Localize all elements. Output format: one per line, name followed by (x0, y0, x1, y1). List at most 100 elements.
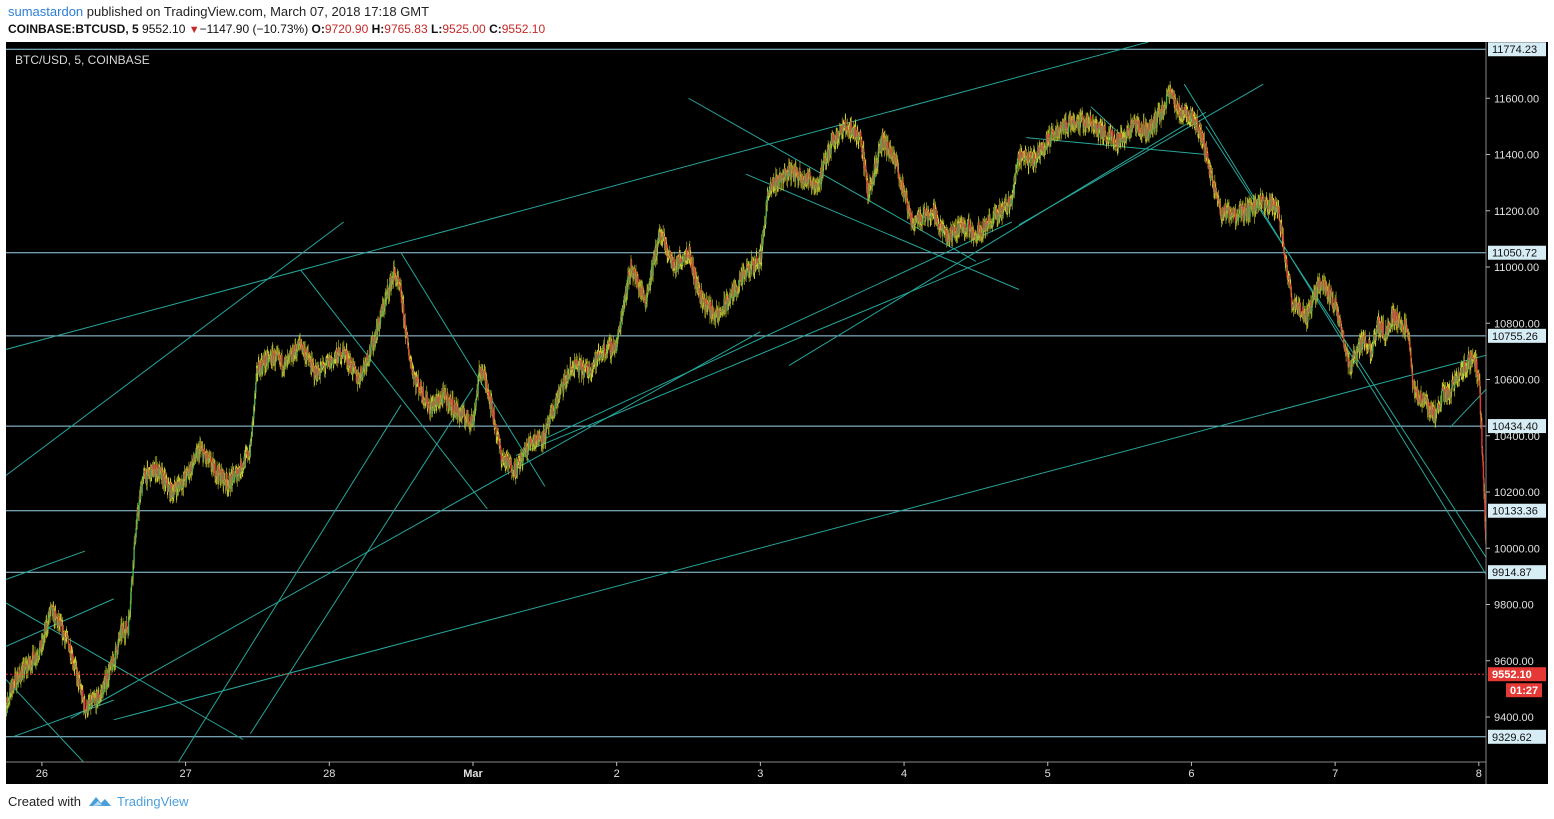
candle-body (384, 298, 386, 309)
candle-body (323, 364, 325, 366)
candle-body (351, 363, 353, 373)
trendline-1[interactable] (6, 221, 344, 481)
candle-body (287, 357, 289, 360)
trendline-23[interactable] (1449, 351, 1522, 428)
candle-body (835, 131, 838, 143)
publisher-link[interactable]: sumastardon (8, 4, 84, 19)
candle-body (488, 391, 490, 403)
candle-body (1059, 126, 1061, 134)
candle-body (732, 294, 734, 301)
trendline-10[interactable] (249, 387, 474, 735)
candle-body (519, 463, 522, 468)
candle-body (698, 288, 700, 293)
candle-body (1008, 202, 1011, 209)
trendline-5[interactable] (113, 346, 1522, 721)
candle-body (705, 300, 708, 312)
candle-body (18, 674, 20, 678)
trendline-9[interactable] (178, 404, 402, 762)
candle-body (1112, 144, 1114, 146)
candle-body (699, 288, 701, 297)
candle-body (1009, 198, 1012, 205)
trendline-15[interactable] (688, 97, 977, 262)
candle-body (262, 361, 265, 363)
trendline-2[interactable] (6, 550, 86, 582)
candle-body (1125, 130, 1128, 142)
trendline-8[interactable] (6, 599, 244, 740)
candle-body (1117, 147, 1119, 149)
candle-body (447, 393, 449, 409)
candle-body (389, 281, 391, 285)
candle-body (35, 659, 37, 662)
candle-body (8, 700, 10, 703)
candle-body (554, 403, 557, 405)
trendline-18[interactable] (788, 111, 1207, 366)
candle-body (318, 375, 321, 377)
candle-body (148, 472, 150, 475)
candle-body (788, 163, 791, 168)
candle-body (1203, 139, 1205, 156)
candle-body (772, 179, 774, 189)
candle-body (283, 369, 285, 371)
candle-body (623, 302, 626, 304)
candle-body (16, 674, 19, 683)
candle-body (557, 397, 559, 404)
trendline-12[interactable] (300, 269, 488, 510)
candle-body (1233, 207, 1235, 214)
trendline-11[interactable] (400, 252, 546, 487)
trendline-0[interactable] (6, 42, 1149, 351)
candle-body (282, 370, 285, 372)
candle-body (477, 378, 479, 394)
candle-body (1015, 172, 1017, 182)
candle-body (229, 475, 231, 489)
candle-body (825, 160, 827, 166)
candle-body (421, 392, 423, 396)
chart-area[interactable]: BTC/USD, 5, COINBASE 9400.00 9600.00 9800.0… (6, 42, 1548, 784)
candle-body (438, 404, 441, 407)
candle-body (179, 482, 182, 490)
candle-body (110, 659, 113, 664)
candle-body (448, 399, 451, 405)
candle-body (19, 669, 21, 675)
candle-body (173, 491, 175, 498)
candle-body (966, 230, 968, 233)
change-value: −1147.90 (−10.73%) (199, 22, 309, 36)
candle-body (686, 248, 688, 261)
candle-body (675, 261, 677, 273)
candle-body (194, 459, 197, 462)
candle-body (346, 350, 348, 363)
trendline-6[interactable] (70, 331, 761, 719)
trendline-14[interactable] (544, 221, 1013, 440)
candle-body (1090, 123, 1093, 128)
candle-body (510, 461, 512, 473)
candle-body (730, 293, 733, 295)
candle-body (666, 244, 668, 258)
candle-body (69, 644, 71, 657)
candle-body (68, 648, 70, 652)
candle-body (565, 379, 567, 387)
candle-body (128, 614, 131, 616)
candle-body (322, 364, 325, 366)
candle-body (135, 527, 137, 537)
price-chart[interactable]: BTC/USD, 5, COINBASE9400.009600.009800.0… (6, 42, 1548, 784)
trendline-16[interactable] (745, 173, 1020, 290)
candle-body (769, 188, 771, 195)
candle-body (827, 150, 830, 158)
candle-body (948, 241, 951, 245)
candle-body (1098, 122, 1100, 131)
candle-body (714, 317, 717, 322)
candle-body (277, 352, 280, 356)
trendline-3[interactable] (6, 598, 114, 650)
candle-body (1217, 198, 1220, 202)
candle-body (55, 618, 58, 620)
candle-body (715, 308, 718, 314)
candle-body (486, 386, 488, 393)
candle-body (15, 687, 18, 689)
candle-body (744, 271, 746, 275)
candle-body (985, 219, 987, 231)
candle-body (1127, 128, 1130, 136)
trendline-7[interactable] (6, 672, 99, 779)
candle-body (127, 616, 130, 636)
candle-body (173, 485, 176, 492)
candle-body (410, 359, 412, 363)
candle-body (474, 405, 477, 409)
